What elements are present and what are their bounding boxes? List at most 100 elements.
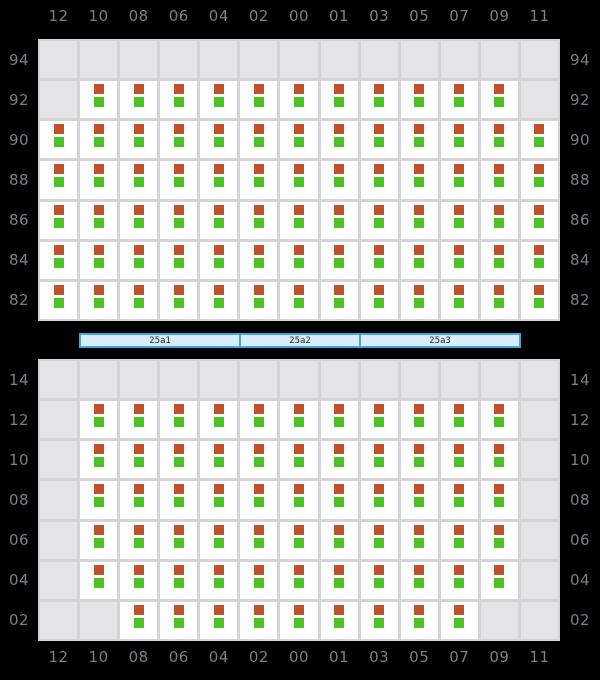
cabin-cell[interactable]	[120, 161, 158, 199]
cabin-cell[interactable]	[280, 161, 318, 199]
cabin-cell[interactable]	[160, 201, 198, 239]
cabin-cell[interactable]	[400, 161, 438, 199]
cabin-cell[interactable]	[160, 441, 198, 479]
cabin-cell[interactable]	[400, 601, 438, 639]
cabin-cell[interactable]	[80, 241, 118, 279]
cabin-cell[interactable]	[320, 121, 358, 159]
cabin-cell[interactable]	[80, 161, 118, 199]
cabin-cell[interactable]	[80, 441, 118, 479]
cabin-cell[interactable]	[480, 481, 518, 519]
cabin-cell[interactable]	[440, 281, 478, 319]
cabin-cell[interactable]	[360, 481, 398, 519]
cabin-cell[interactable]	[120, 401, 158, 439]
cabin-cell[interactable]	[440, 161, 478, 199]
cabin-cell[interactable]	[480, 241, 518, 279]
cabin-cell[interactable]	[160, 121, 198, 159]
cabin-cell[interactable]	[400, 201, 438, 239]
cabin-cell[interactable]	[280, 121, 318, 159]
cabin-cell[interactable]	[200, 521, 238, 559]
cabin-cell[interactable]	[160, 281, 198, 319]
cabin-cell[interactable]	[280, 481, 318, 519]
cabin-cell[interactable]	[160, 401, 198, 439]
cabin-cell[interactable]	[480, 81, 518, 119]
cabin-cell[interactable]	[280, 561, 318, 599]
cabin-cell[interactable]	[160, 161, 198, 199]
cabin-cell[interactable]	[240, 161, 278, 199]
cabin-cell[interactable]	[200, 81, 238, 119]
cabin-cell[interactable]	[400, 441, 438, 479]
cabin-cell[interactable]	[240, 81, 278, 119]
cabin-cell[interactable]	[80, 401, 118, 439]
cabin-cell[interactable]	[440, 481, 478, 519]
cabin-cell[interactable]	[240, 441, 278, 479]
cabin-cell[interactable]	[280, 601, 318, 639]
cabin-cell[interactable]	[240, 401, 278, 439]
cabin-cell[interactable]	[320, 241, 358, 279]
cabin-cell[interactable]	[120, 241, 158, 279]
cabin-cell[interactable]	[280, 521, 318, 559]
cabin-cell[interactable]	[440, 81, 478, 119]
cabin-cell[interactable]	[40, 121, 78, 159]
cabin-cell[interactable]	[360, 281, 398, 319]
cabin-cell[interactable]	[160, 561, 198, 599]
cabin-cell[interactable]	[480, 281, 518, 319]
cabin-cell[interactable]	[80, 521, 118, 559]
cabin-cell[interactable]	[120, 81, 158, 119]
cabin-cell[interactable]	[120, 521, 158, 559]
cabin-cell[interactable]	[240, 121, 278, 159]
cabin-cell[interactable]	[320, 521, 358, 559]
cabin-cell[interactable]	[520, 121, 558, 159]
cabin-cell[interactable]	[400, 241, 438, 279]
cabin-cell[interactable]	[160, 601, 198, 639]
cabin-cell[interactable]	[360, 81, 398, 119]
cabin-cell[interactable]	[200, 561, 238, 599]
cabin-cell[interactable]	[360, 161, 398, 199]
cabin-cell[interactable]	[520, 161, 558, 199]
cabin-cell[interactable]	[360, 441, 398, 479]
cabin-cell[interactable]	[320, 441, 358, 479]
cabin-cell[interactable]	[120, 601, 158, 639]
cabin-cell[interactable]	[440, 561, 478, 599]
cabin-cell[interactable]	[120, 281, 158, 319]
cabin-cell[interactable]	[280, 241, 318, 279]
cabin-cell[interactable]	[320, 201, 358, 239]
cabin-cell[interactable]	[480, 401, 518, 439]
cabin-cell[interactable]	[400, 561, 438, 599]
cabin-cell[interactable]	[280, 81, 318, 119]
cabin-cell[interactable]	[440, 121, 478, 159]
cabin-cell[interactable]	[280, 441, 318, 479]
cabin-cell[interactable]	[200, 121, 238, 159]
cabin-cell[interactable]	[360, 561, 398, 599]
cabin-cell[interactable]	[200, 401, 238, 439]
cabin-cell[interactable]	[240, 241, 278, 279]
cabin-cell[interactable]	[440, 201, 478, 239]
cabin-cell[interactable]	[520, 281, 558, 319]
cabin-cell[interactable]	[480, 521, 518, 559]
cabin-cell[interactable]	[440, 441, 478, 479]
cabin-cell[interactable]	[320, 481, 358, 519]
cabin-cell[interactable]	[400, 121, 438, 159]
cabin-cell[interactable]	[240, 481, 278, 519]
cabin-cell[interactable]	[200, 201, 238, 239]
cabin-cell[interactable]	[360, 121, 398, 159]
cabin-cell[interactable]	[440, 521, 478, 559]
cabin-cell[interactable]	[120, 561, 158, 599]
cabin-cell[interactable]	[160, 81, 198, 119]
cabin-cell[interactable]	[80, 281, 118, 319]
cabin-cell[interactable]	[360, 521, 398, 559]
cabin-cell[interactable]	[320, 601, 358, 639]
cabin-cell[interactable]	[440, 601, 478, 639]
cabin-cell[interactable]	[360, 401, 398, 439]
cabin-cell[interactable]	[120, 121, 158, 159]
cabin-cell[interactable]	[280, 281, 318, 319]
cabin-cell[interactable]	[240, 201, 278, 239]
cabin-cell[interactable]	[320, 401, 358, 439]
cabin-cell[interactable]	[80, 201, 118, 239]
cabin-cell[interactable]	[480, 161, 518, 199]
cabin-cell[interactable]	[240, 601, 278, 639]
cabin-cell[interactable]	[80, 121, 118, 159]
cabin-cell[interactable]	[480, 441, 518, 479]
cabin-cell[interactable]	[160, 241, 198, 279]
cabin-cell[interactable]	[400, 281, 438, 319]
cabin-cell[interactable]	[480, 561, 518, 599]
